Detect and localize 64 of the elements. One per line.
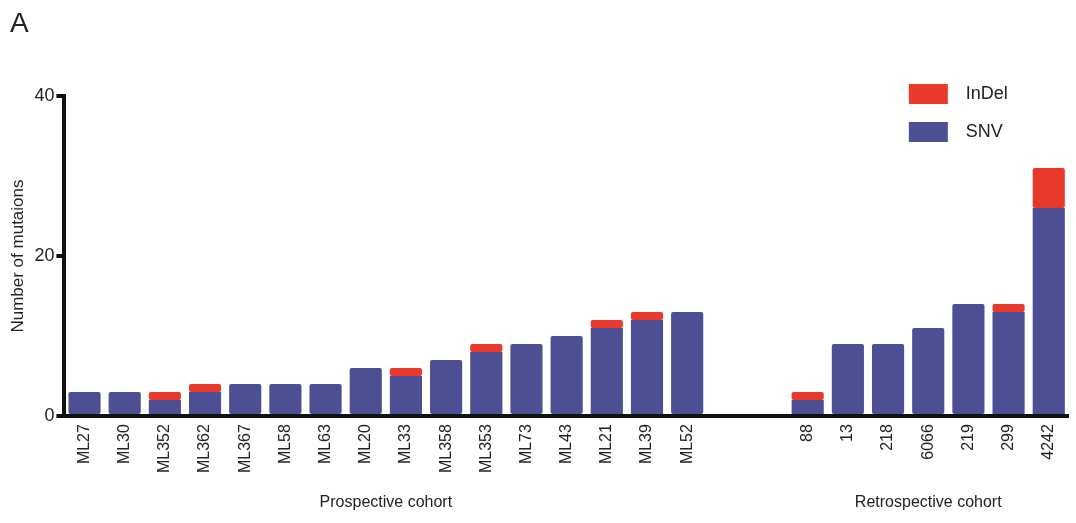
x-tick-label: ML58 bbox=[275, 423, 293, 465]
bar bbox=[510, 344, 543, 415]
y-axis-title: Number of mutaions bbox=[7, 179, 27, 333]
x-tick-label: ML63 bbox=[315, 423, 333, 465]
bar bbox=[992, 304, 1025, 313]
bar bbox=[630, 312, 664, 321]
bar bbox=[148, 392, 181, 401]
bar bbox=[871, 344, 905, 415]
x-tick-label: ML43 bbox=[557, 423, 575, 465]
bar bbox=[1032, 208, 1065, 415]
y-tick-label: 0 bbox=[44, 405, 55, 426]
text: Prospective cohort bbox=[319, 493, 453, 511]
y-tick-label: 40 bbox=[34, 84, 55, 105]
bar bbox=[108, 392, 141, 415]
x-tick-label: ML30 bbox=[115, 423, 133, 465]
bar bbox=[912, 328, 945, 415]
x-tick-label: 6066 bbox=[918, 423, 936, 460]
x-tick-label: ML73 bbox=[516, 423, 534, 465]
x-tick-label: ML20 bbox=[356, 423, 374, 465]
x-tick-label: 299 bbox=[998, 423, 1016, 451]
text: A bbox=[10, 6, 29, 38]
bar bbox=[349, 368, 382, 415]
text: Retrospective cohort bbox=[854, 493, 1003, 511]
bar bbox=[630, 320, 664, 415]
bar bbox=[188, 384, 222, 393]
bar bbox=[831, 344, 864, 415]
bar bbox=[791, 392, 824, 401]
bar bbox=[430, 360, 463, 415]
bar bbox=[550, 336, 583, 415]
bar bbox=[992, 312, 1025, 415]
bar bbox=[671, 312, 704, 415]
bar bbox=[470, 352, 503, 415]
x-tick-label: ML353 bbox=[476, 423, 494, 473]
bar bbox=[68, 392, 101, 415]
x-tick-label: ML362 bbox=[195, 423, 213, 473]
bar bbox=[952, 304, 985, 415]
bar bbox=[148, 400, 181, 415]
x-tick-label: ML358 bbox=[436, 423, 454, 473]
x-tick-label: ML27 bbox=[74, 423, 92, 465]
x-tick-label: 218 bbox=[878, 423, 896, 451]
x-tick-label: 4242 bbox=[1039, 423, 1057, 460]
bar bbox=[309, 384, 342, 415]
bar bbox=[229, 384, 262, 415]
bar bbox=[389, 376, 422, 415]
x-tick-label: 219 bbox=[958, 423, 976, 451]
x-tick-label: ML352 bbox=[155, 423, 173, 473]
bar bbox=[188, 392, 222, 415]
bar bbox=[791, 400, 824, 415]
x-tick-label: ML39 bbox=[637, 423, 655, 465]
bar bbox=[590, 328, 623, 415]
x-tick-label: ML33 bbox=[396, 423, 414, 465]
bar bbox=[389, 368, 422, 377]
bar bbox=[470, 344, 503, 353]
x-tick-label: 88 bbox=[798, 423, 816, 442]
bar bbox=[1032, 168, 1065, 209]
bar bbox=[269, 384, 302, 415]
x-tick-label: ML52 bbox=[677, 423, 695, 465]
legend-label: InDel bbox=[965, 82, 1008, 103]
legend-label: SNV bbox=[965, 120, 1003, 141]
x-tick-label: ML367 bbox=[235, 423, 253, 473]
y-tick-label: 20 bbox=[34, 245, 55, 266]
x-tick-label: 13 bbox=[838, 423, 856, 442]
bar bbox=[590, 320, 623, 329]
x-tick-label: ML21 bbox=[597, 423, 615, 465]
